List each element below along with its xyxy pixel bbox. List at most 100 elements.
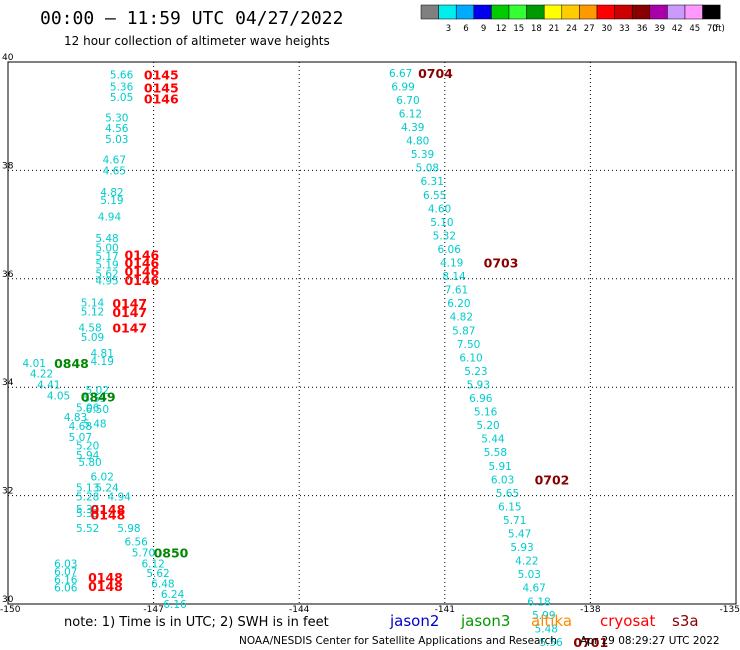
x-tick-labels: -150 -147 -144 -141 -138 -135 [0, 605, 740, 615]
swh-value: 7.50 [457, 339, 480, 351]
colorbar-label: 45 [689, 24, 700, 34]
swh-value: 6.06 [54, 583, 78, 595]
colorbar-swatch [596, 4, 615, 20]
swh-value: 5.12 [81, 306, 104, 318]
colorbar-label: 33 [619, 24, 630, 34]
pass-time-label: 0146 [144, 91, 179, 106]
pass-time-label: 0147 [112, 305, 147, 320]
satellite-legend-s3a: s3a [672, 612, 699, 630]
swh-value: 4.81 [91, 348, 114, 360]
x-tick-label: -135 [720, 605, 740, 615]
colorbar-label: 6 [463, 24, 468, 34]
colorbar-label: 39 [654, 24, 665, 34]
swh-value: 5.44 [481, 434, 505, 446]
pass-time-label: 0146 [124, 247, 159, 262]
swh-value: 6.96 [469, 393, 493, 405]
swh-value: 4.22 [515, 556, 538, 568]
swh-value: 5.65 [496, 488, 519, 500]
swh-value: 4.01 [23, 358, 46, 370]
swh-value: 6.99 [391, 81, 414, 93]
swh-value: 5.28 [76, 492, 99, 504]
colorbar-swatch [455, 4, 475, 20]
swh-value: 6.16 [54, 575, 78, 587]
swh-value: 5.09 [81, 332, 104, 344]
swh-value: 5.71 [503, 515, 526, 527]
swh-value: 5.24 [95, 482, 119, 494]
colorbar-swatch [684, 4, 703, 20]
colorbar-label: 9 [481, 24, 486, 34]
swh-value: 5.10 [430, 217, 453, 229]
swh-value: 6.03 [54, 558, 77, 570]
y-tick-label: 32 [2, 487, 13, 497]
colorbar-label: 42 [672, 24, 683, 34]
colorbar-unit: (ft) [712, 24, 725, 34]
plot-frame [7, 61, 737, 605]
y-tick-label: 34 [2, 378, 14, 388]
swh-value: 5.98 [117, 523, 140, 535]
pass-time-label: 0703 [484, 256, 519, 271]
colorbar-swatch [491, 4, 510, 20]
swh-value: 5.66 [110, 69, 134, 81]
swh-value: 6.24 [161, 589, 185, 601]
swh-value: 4.68 [69, 421, 92, 433]
swh-value: 5.94 [76, 450, 100, 462]
colorbar-label: 15 [513, 24, 524, 34]
colorbar-swatch [579, 4, 598, 20]
swh-value: 4.22 [30, 369, 53, 381]
pass-time-label: 0146 [124, 273, 159, 288]
colorbar-label: 27 [584, 24, 595, 34]
swh-value: 6.15 [498, 501, 521, 513]
swh-value: 5.36 [110, 81, 134, 93]
swh-values: 5.665.365.055.304.565.034.674.654.825.19… [23, 68, 564, 649]
swh-value: 5.48 [95, 233, 118, 245]
y-tick-label: 38 [2, 161, 14, 171]
swh-value: 4.05 [47, 390, 70, 402]
chart-subtitle: 12 hour collection of altimeter wave hei… [64, 34, 330, 48]
colorbar-legend: 3 6 9 12 15 18 21 24 27 30 33 36 39 42 45 70 [420, 4, 721, 34]
swh-value: 6.67 [389, 68, 412, 80]
footer-timestamp: Apr 29 08:29:27 UTC 2022 [580, 635, 720, 647]
swh-value: 6.70 [396, 95, 419, 107]
swh-value: 4.80 [406, 136, 429, 148]
swh-value: 4.82 [100, 187, 123, 199]
y-tick-label: 40 [2, 53, 14, 63]
colorbar-swatch [438, 4, 457, 20]
colorbar-swatch [473, 4, 492, 20]
swh-value: 5.93 [510, 542, 533, 554]
colorbar-label: 21 [549, 24, 560, 34]
swh-value: 5.23 [464, 366, 487, 378]
colorbar-swatch [543, 4, 563, 20]
y-tick-label: 36 [2, 270, 14, 280]
colorbar-swatch [614, 4, 633, 20]
swh-value: 6.20 [447, 298, 470, 310]
swh-value: 4.67 [522, 583, 545, 595]
pass-time-label: 0147 [112, 296, 147, 311]
swh-value: 6.16 [163, 599, 187, 611]
swh-value: 4.56 [105, 123, 129, 135]
pass-time-label: 0702 [535, 472, 570, 487]
swh-value: 5.80 [78, 457, 101, 469]
swh-value: 4.19 [440, 258, 463, 270]
swh-value: 6.03 [491, 474, 514, 486]
colorbar-label: 18 [531, 24, 542, 34]
swh-value: 6.06 [438, 244, 462, 256]
colorbar-swatch [420, 4, 439, 20]
pass-time-label: 0148 [88, 579, 123, 594]
y-tick-labels: 40 38 36 34 32 30 [2, 53, 14, 605]
footer-credit: NOAA/NESDIS Center for Satellite Applica… [239, 635, 557, 647]
pass-time-label: 0148 [91, 508, 126, 523]
x-tick-label: -150 [0, 605, 21, 615]
swh-value: 6.18 [527, 596, 550, 608]
swh-value: 5.06 [76, 402, 100, 414]
pass-time-label: 0704 [418, 66, 453, 81]
swh-value: 5.48 [535, 623, 558, 635]
swh-value: 4.83 [64, 412, 87, 424]
swh-value: 5.70 [132, 548, 155, 560]
swh-value: 6.56 [124, 537, 148, 549]
satellite-legend-jason3: jason3 [460, 612, 510, 630]
x-tick-label: -141 [435, 605, 455, 615]
swh-value: 6.12 [399, 108, 422, 120]
swh-value: 5.52 [76, 523, 99, 535]
swh-value: 5.55 [83, 393, 106, 405]
